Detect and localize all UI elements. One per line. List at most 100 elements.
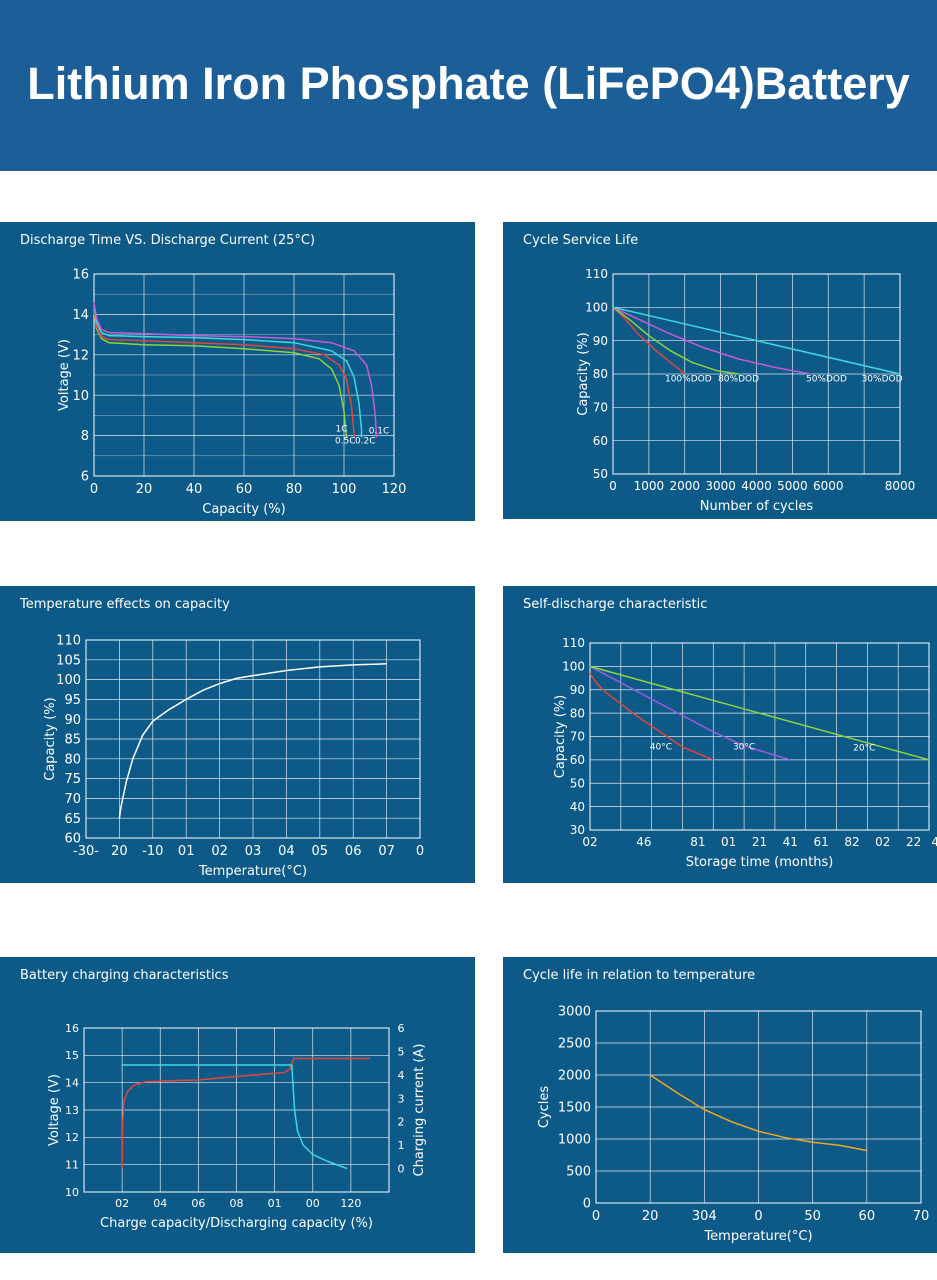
chart-title: Battery charging characteristics — [20, 968, 229, 983]
y-tick-label: 14 — [72, 308, 89, 323]
series-label: 0.5C — [335, 437, 356, 447]
y-tick-label: 85 — [64, 733, 81, 748]
x-tick-label: 02 — [211, 844, 228, 859]
x-tick-label: 06 — [191, 1197, 205, 1210]
y-tick-label: 60 — [593, 434, 608, 448]
y2-tick-label: 0 — [398, 1163, 405, 1176]
chart-discharge: 6 8 10 12 14 16 0 20 40 60 80 100 120 Capacity (%) Vol… — [57, 268, 407, 517]
x-tick-label: 01 — [178, 844, 195, 859]
x-tick-label: 304 — [692, 1209, 717, 1224]
series-line-30C — [589, 665, 791, 761]
chart-cycle-service-life: 50 60 70 80 90 100 110 0 1000 2000 3000 4000 5000 600… — [576, 267, 915, 514]
x-axis-label: Storage time (months) — [686, 855, 834, 870]
y-tick-label: 50 — [570, 776, 585, 790]
y-tick-label: 70 — [64, 792, 81, 807]
series-line-02C — [93, 306, 363, 438]
y-tick-label: 90 — [593, 334, 608, 348]
y2-tick-label: 6 — [398, 1022, 405, 1035]
x-axis-label: Temperature(°C) — [198, 864, 307, 879]
x-tick-label: 0 — [609, 479, 617, 493]
y-tick-label: 60 — [570, 753, 585, 767]
x-tick-label: 120 — [382, 482, 407, 497]
x-tick-label: 120 — [340, 1197, 361, 1210]
chart-panel-cycle-life-temperature: Cycle life in relation to temperature 0 5… — [503, 957, 937, 1253]
y-axis-label: Capacity (%) — [43, 697, 58, 780]
y-tick-label: 75 — [64, 772, 81, 787]
y2-tick-label: 4 — [398, 1069, 405, 1082]
chart-panel-cycle-service-life: Cycle Service Life 50 60 70 80 90 100 110 0 1000… — [503, 222, 937, 519]
x-tick-label: 2000 — [669, 479, 700, 493]
y-tick-label: 60 — [64, 832, 81, 847]
y-tick-label: 100 — [562, 660, 585, 674]
x-tick-label: 20 — [642, 1209, 659, 1224]
y-tick-label: 70 — [593, 401, 608, 415]
x-tick-label: 08 — [230, 1197, 244, 1210]
x-axis-label: Charge capacity/Discharging capacity (%) — [100, 1216, 373, 1231]
y-tick-label: 100 — [56, 673, 81, 688]
y-tick-label: 10 — [65, 1186, 79, 1199]
chart-title: Discharge Time VS. Discharge Current (25… — [20, 233, 316, 248]
x-tick-label: 50 — [804, 1209, 821, 1224]
series-label: 100%DOD — [665, 375, 712, 385]
series-label: 40°C — [650, 742, 672, 752]
x-tick-label: 1000 — [634, 479, 665, 493]
series-line-100DOD — [612, 306, 686, 375]
x-tick-label: 0 — [416, 844, 424, 859]
x-tick-label: 02 — [875, 835, 890, 849]
y-tick-label: 110 — [562, 636, 585, 650]
y-axis-label: Voltage (V) — [47, 1074, 62, 1146]
x-tick-label: 100 — [332, 482, 357, 497]
y-tick-label: 12 — [65, 1131, 79, 1144]
series-label: 0.1C — [369, 427, 390, 437]
chart-panel-temperature: Temperature effects on capacity 60 65 70 75… — [0, 586, 475, 883]
x-tick-label: 01 — [268, 1197, 282, 1210]
y-tick-label: 110 — [585, 267, 608, 281]
series-line-1C — [93, 310, 348, 438]
y-tick-label: 10 — [72, 389, 89, 404]
x-tick-label: 0 — [90, 482, 98, 497]
chart-self-discharge: 30 40 50 60 70 80 90 100 110 02 46 81 01 21 41 61 82 02 22… — [553, 636, 937, 870]
y-tick-label: 90 — [570, 683, 585, 697]
x-tick-label: 02 — [582, 835, 597, 849]
y-axis-label: Cycles — [537, 1086, 552, 1129]
y-tick-label: 16 — [72, 268, 89, 283]
y-tick-label: 12 — [72, 348, 89, 363]
x-tick-label: 00 — [306, 1197, 320, 1210]
x-tick-label: 05 — [312, 844, 329, 859]
y-tick-label: 50 — [593, 467, 608, 481]
page-title: Lithium Iron Phosphate (LiFePO4)Battery — [27, 58, 910, 109]
chart-panel-self-discharge: Self-discharge characteristic 30 40 50 60 70… — [503, 586, 937, 883]
y-tick-label: 2000 — [558, 1069, 591, 1084]
x-tick-label: 60 — [859, 1209, 876, 1224]
series-line-50DOD — [612, 306, 811, 375]
x-tick-label: 20 — [111, 844, 128, 859]
x-tick-label: 4 — [931, 835, 937, 849]
y-tick-label: 80 — [570, 706, 585, 720]
series-line-0 — [121, 1057, 370, 1169]
y-tick-label: 100 — [585, 301, 608, 315]
x-tick-label: 4000 — [741, 479, 772, 493]
x-tick-label: 07 — [378, 844, 395, 859]
x-tick-label: 3000 — [705, 479, 736, 493]
chart-panel-discharge: Discharge Time VS. Discharge Current (25… — [0, 222, 475, 521]
y-tick-label: 3000 — [558, 1005, 591, 1020]
y-axis-label: Voltage (V) — [57, 339, 72, 411]
y-tick-label: 1500 — [558, 1101, 591, 1116]
y2-tick-label: 1 — [398, 1139, 405, 1152]
x-tick-label: 5000 — [777, 479, 808, 493]
y-tick-label: 2500 — [558, 1037, 591, 1052]
x-tick-label: -30- — [73, 844, 99, 859]
series-line-01C — [93, 302, 378, 438]
x-tick-label: 01 — [721, 835, 736, 849]
series-label: 80%DOD — [718, 375, 759, 385]
x-tick-label: 02 — [115, 1197, 129, 1210]
y-tick-label: 13 — [65, 1104, 79, 1117]
x-tick-label: 80 — [286, 482, 303, 497]
y-tick-label: 65 — [64, 812, 81, 827]
y-tick-label: 80 — [593, 367, 608, 381]
x-tick-label: 60 — [236, 482, 253, 497]
y-axis-label: Capacity (%) — [576, 332, 591, 415]
series-line-0 — [649, 1074, 867, 1152]
y-tick-label: 500 — [566, 1165, 591, 1180]
